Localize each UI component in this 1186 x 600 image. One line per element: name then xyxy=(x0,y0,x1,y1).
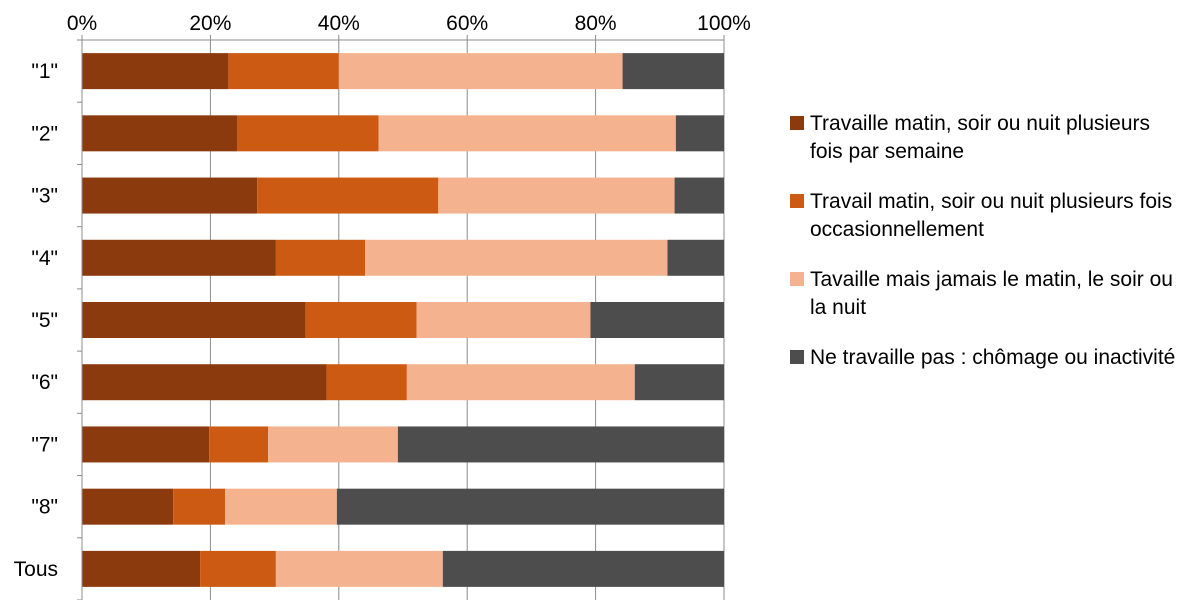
bar-segment xyxy=(257,177,439,214)
bar-segment xyxy=(237,115,379,152)
y-tick-label: "4" xyxy=(31,247,58,270)
bar-segment xyxy=(225,488,337,525)
bar-segment xyxy=(82,302,306,338)
bar-segment xyxy=(209,426,269,463)
y-tick-label: "3" xyxy=(31,185,58,208)
y-tick-label: "6" xyxy=(31,371,58,394)
bar-segment xyxy=(173,488,226,525)
bar-segment xyxy=(228,53,339,90)
legend-swatch xyxy=(790,194,804,208)
legend-swatch xyxy=(790,116,804,130)
bar-segment xyxy=(82,550,201,587)
bar-segment xyxy=(406,364,635,401)
bar-segment xyxy=(82,239,276,276)
bar-segment xyxy=(305,302,417,338)
y-tick-label: "5" xyxy=(31,309,58,332)
legend-item: Travail matin, soir ou nuit plusieurs fo… xyxy=(790,188,1182,244)
legend-label: Travaille matin, soir ou nuit plusieurs … xyxy=(810,112,1151,163)
x-tick-label: 40% xyxy=(318,12,360,35)
bar-segment xyxy=(82,53,229,90)
bar-segment xyxy=(275,550,443,587)
bar-segment xyxy=(378,115,676,152)
x-tick-label: 100% xyxy=(697,12,751,35)
x-tick-label: 80% xyxy=(575,12,617,35)
bar-segment xyxy=(326,364,407,401)
y-tick-label: Tous xyxy=(14,558,58,581)
bar-segment xyxy=(82,177,258,214)
bar-segment xyxy=(82,364,327,401)
x-tick-label: 0% xyxy=(67,12,97,35)
legend-item: Ne travaille pas : chômage ou inactivité xyxy=(790,344,1182,372)
bar-segment xyxy=(365,239,668,276)
bar-segment xyxy=(675,115,724,152)
legend: Travaille matin, soir ou nuit plusieurs … xyxy=(790,110,1182,394)
bar-segment xyxy=(590,302,724,338)
bar-segment xyxy=(634,364,724,401)
x-tick-label: 60% xyxy=(446,12,488,35)
y-tick-label: "8" xyxy=(31,496,58,519)
bar-segment xyxy=(674,177,724,214)
legend-item: Travaille matin, soir ou nuit plusieurs … xyxy=(790,110,1182,166)
bar-segment xyxy=(82,488,174,525)
y-tick-label: "2" xyxy=(31,122,58,145)
bar-segment xyxy=(397,426,724,463)
bar-segment xyxy=(416,302,591,338)
legend-label: Travail matin, soir ou nuit plusieurs fo… xyxy=(810,190,1173,241)
y-tick-label: "1" xyxy=(31,60,58,83)
legend-swatch xyxy=(790,272,804,286)
bar-segment xyxy=(268,426,398,463)
bar-segment xyxy=(338,53,623,90)
x-tick-label: 20% xyxy=(189,12,231,35)
bar-segment xyxy=(667,239,724,276)
bar-segment xyxy=(622,53,724,90)
legend-label: Ne travaille pas : chômage ou inactivité xyxy=(810,346,1176,369)
axes: 0% 20% 40% 60% 80% 100% "1" "2" "3" "4" "5" "6" "7" "… xyxy=(14,12,751,600)
bar-segment xyxy=(438,177,675,214)
legend-swatch xyxy=(790,350,804,364)
bar-segment xyxy=(82,115,238,152)
bar-segment xyxy=(442,550,724,587)
bar-segment xyxy=(82,426,210,463)
legend-item: Tavaille mais jamais le matin, le soir o… xyxy=(790,266,1182,322)
bar-segment xyxy=(275,239,366,276)
bar-segment xyxy=(200,550,276,587)
y-tick-label: "7" xyxy=(31,433,58,456)
legend-label: Tavaille mais jamais le matin, le soir o… xyxy=(810,268,1173,319)
bar-segment xyxy=(336,488,724,525)
bars xyxy=(82,53,724,587)
